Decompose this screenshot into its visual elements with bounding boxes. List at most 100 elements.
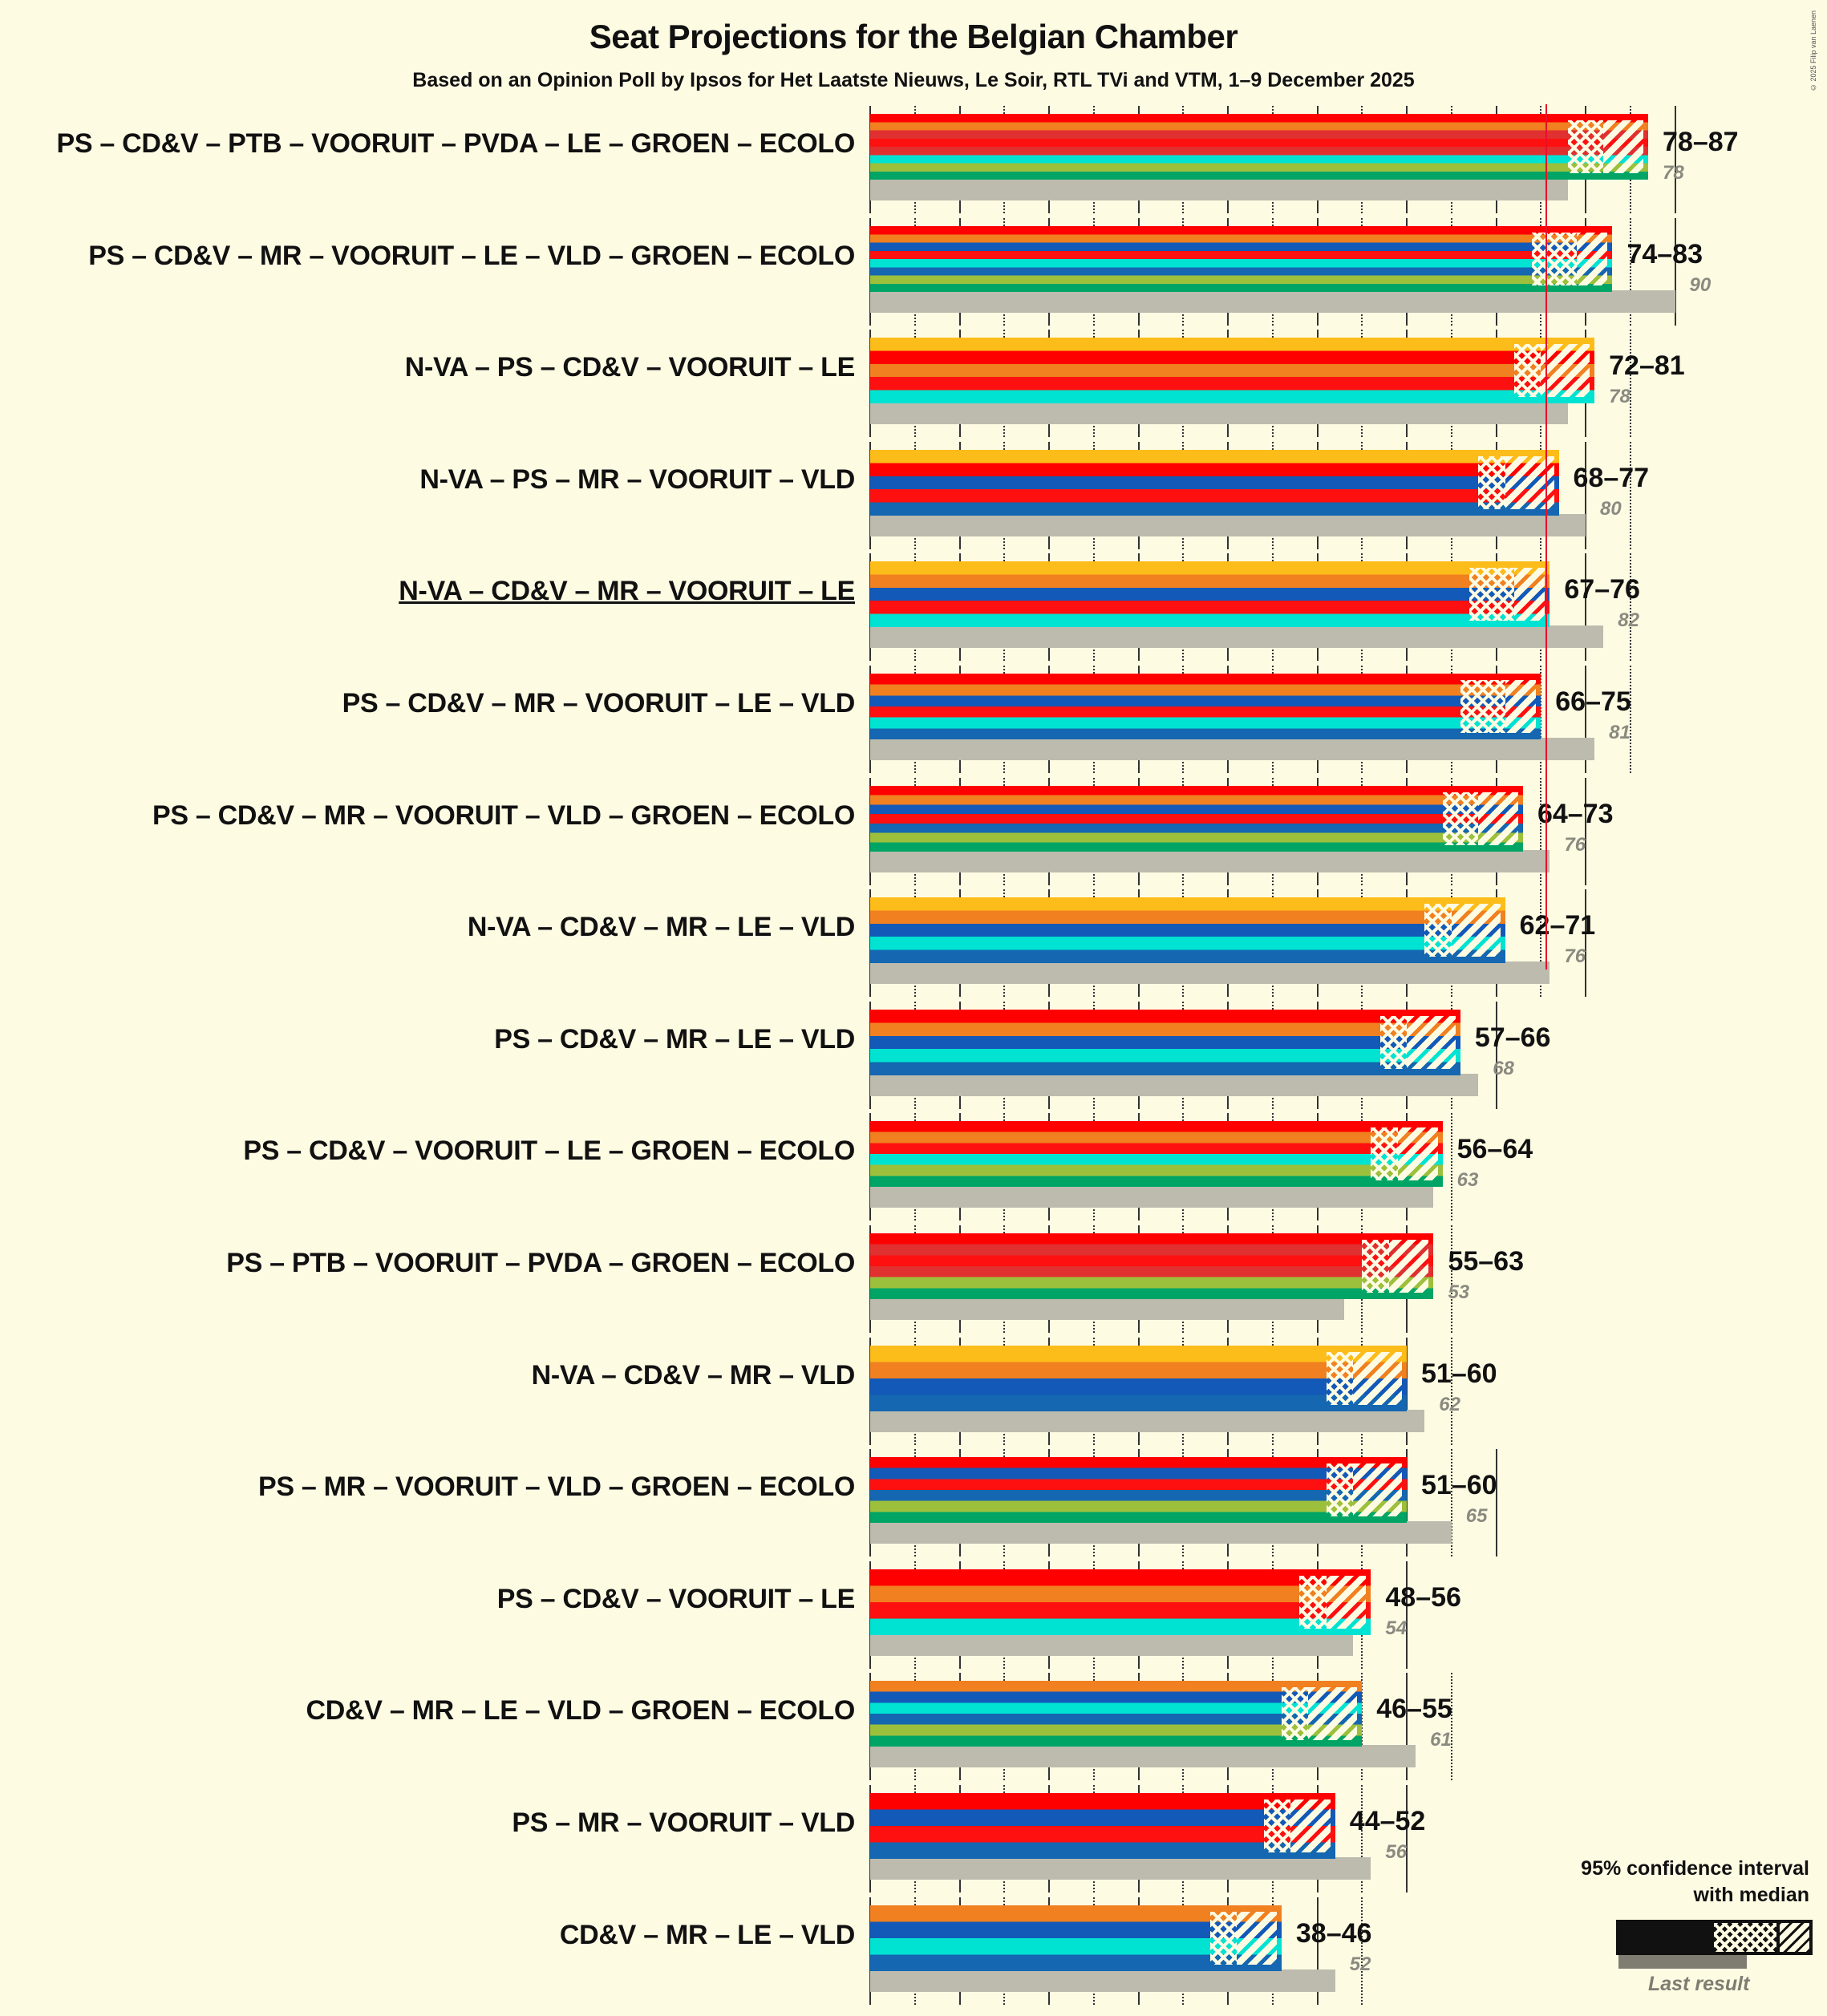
ci-lower-half	[1281, 1687, 1309, 1741]
coalition-bar[interactable]	[870, 114, 1649, 180]
coalition-label: PS – CD&V – PTB – VOORUIT – PVDA – LE – …	[56, 128, 855, 159]
gridline	[1450, 1225, 1452, 1333]
chart-subtitle: Based on an Opinion Poll by Ipsos for He…	[412, 69, 1415, 91]
last-result-bar	[870, 1745, 1416, 1768]
legend-last-result-swatch	[1618, 1955, 1747, 1969]
last-result-bar	[870, 1521, 1452, 1544]
ci-upper-half	[1478, 791, 1518, 845]
ci-range-label: 46–55	[1376, 1694, 1452, 1725]
coalition-bar[interactable]	[870, 785, 1523, 852]
coalition-bar[interactable]	[870, 338, 1595, 404]
last-result-value: 62	[1439, 1393, 1460, 1415]
gridline	[1585, 889, 1586, 998]
gridline	[1540, 666, 1542, 773]
last-result-value: 80	[1600, 497, 1622, 520]
ci-lower-half	[1532, 232, 1577, 285]
gridline	[1495, 1449, 1497, 1557]
coalition-bar[interactable]	[870, 561, 1550, 628]
ci-upper-half	[1576, 232, 1608, 285]
last-result-bar	[870, 1633, 1354, 1656]
last-result-bar	[870, 402, 1568, 425]
coalition-label: PS – CD&V – MR – VOORUIT – LE – VLD – GR…	[88, 240, 855, 271]
gridline	[1540, 777, 1542, 885]
coalition-label: N-VA – PS – MR – VOORUIT – VLD	[419, 464, 855, 495]
legend-title: 95% confidence interval with median	[1581, 1856, 1809, 1909]
chart-title: Seat Projections for the Belgian Chamber	[589, 18, 1238, 55]
last-result-bar	[870, 1297, 1344, 1320]
ci-upper-half	[1308, 1687, 1358, 1741]
gridline	[1361, 1673, 1363, 1781]
coalition-label: N-VA – CD&V – MR – VLD	[531, 1359, 856, 1391]
last-result-bar	[870, 1409, 1425, 1432]
gridline	[1585, 441, 1586, 549]
coalition-label: N-VA – PS – CD&V – VOORUIT – LE	[404, 352, 856, 383]
coalition-bar[interactable]	[870, 225, 1613, 292]
last-result-value: 82	[1618, 609, 1639, 632]
last-result-bar	[870, 513, 1586, 536]
coalition-bar[interactable]	[870, 1009, 1460, 1075]
ci-upper-half	[1407, 1015, 1456, 1069]
last-result-bar	[870, 289, 1675, 313]
coalition-bar[interactable]	[870, 1233, 1434, 1299]
gridline	[1674, 217, 1676, 326]
ci-range-label: 48–56	[1385, 1581, 1461, 1613]
ci-lower-half	[1424, 904, 1452, 957]
coalition-bar[interactable]	[870, 1569, 1371, 1635]
ci-range-label: 64–73	[1537, 798, 1614, 829]
coalition-label: PS – PTB – VOORUIT – PVDA – GROEN – ECOL…	[226, 1248, 855, 1278]
ci-lower-half	[1326, 1351, 1354, 1405]
gridline	[1585, 777, 1586, 885]
gridline	[1406, 1561, 1408, 1669]
ci-range-label: 56–64	[1456, 1134, 1533, 1165]
coalition-bar[interactable]	[870, 674, 1541, 739]
gridline	[1450, 1337, 1452, 1445]
ci-upper-half	[1353, 1351, 1402, 1405]
ci-range-label: 51–60	[1421, 1358, 1497, 1389]
gridline	[1361, 1897, 1363, 2005]
ci-lower-half	[1379, 1015, 1407, 1069]
coalition-label: PS – CD&V – MR – VOORUIT – LE – VLD	[342, 688, 856, 719]
coalition-bar[interactable]	[870, 897, 1505, 964]
gridline	[1450, 1449, 1452, 1557]
last-result-value: 56	[1385, 1841, 1408, 1863]
ci-lower-half	[1567, 120, 1604, 173]
legend-ci-line1: 95% confidence interval	[1581, 1857, 1809, 1880]
ci-lower-half	[1209, 1911, 1238, 1965]
ci-range-label: 68–77	[1573, 462, 1650, 493]
gridline	[1629, 666, 1631, 773]
ci-lower-half	[1469, 568, 1514, 621]
coalition-label: PS – CD&V – MR – LE – VLD	[494, 1023, 855, 1055]
coalition-label: N-VA – CD&V – MR – VOORUIT – LE	[399, 576, 855, 607]
last-result-value: 68	[1493, 1057, 1514, 1079]
majority-line	[1545, 104, 1547, 970]
last-result-bar	[870, 738, 1595, 760]
ci-range-label: 44–52	[1349, 1806, 1426, 1836]
gridline	[1629, 553, 1631, 662]
last-result-bar	[870, 961, 1550, 985]
ci-lower-half	[1326, 1463, 1354, 1517]
coalition-bar[interactable]	[870, 1121, 1443, 1188]
coalition-label: PS – CD&V – VOORUIT – LE	[496, 1583, 856, 1614]
ci-upper-half	[1513, 568, 1545, 621]
last-result-value: 63	[1456, 1169, 1479, 1192]
last-result-value: 61	[1430, 1729, 1452, 1751]
last-result-bar	[870, 625, 1604, 649]
last-result-bar	[870, 1857, 1371, 1880]
coalition-bar[interactable]	[870, 1457, 1407, 1524]
ci-lower-half	[1362, 1240, 1389, 1293]
coalition-bar[interactable]	[870, 1905, 1282, 1971]
gridline	[1406, 1785, 1408, 1893]
gridline	[1406, 1673, 1408, 1781]
coalition-bar[interactable]	[870, 1681, 1363, 1747]
coalition-bar[interactable]	[870, 449, 1559, 516]
last-result-bar	[870, 849, 1550, 872]
coalition-label: PS – CD&V – MR – VOORUIT – VLD – GROEN –…	[152, 800, 855, 831]
last-result-value: 78	[1663, 162, 1684, 184]
coalition-label: N-VA – CD&V – MR – LE – VLD	[467, 912, 855, 943]
last-result-bar	[870, 178, 1568, 200]
last-result-bar	[870, 1969, 1335, 1992]
last-result-value: 54	[1385, 1617, 1408, 1639]
ci-upper-half	[1290, 1799, 1331, 1852]
coalition-bar[interactable]	[870, 1345, 1407, 1411]
coalition-bar[interactable]	[870, 1793, 1335, 1859]
